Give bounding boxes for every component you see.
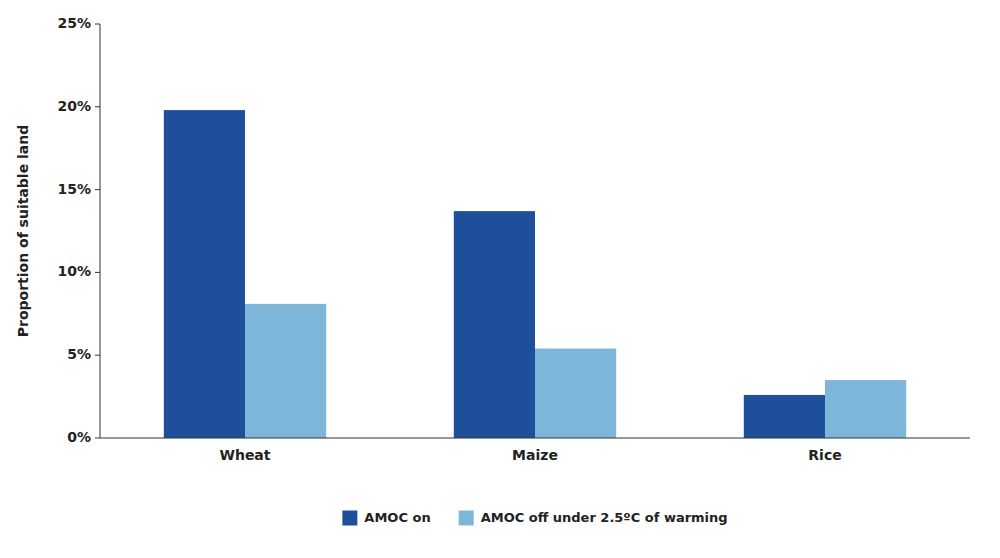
y-tick	[95, 438, 100, 439]
y-tick-label: 15%	[57, 181, 91, 197]
legend-swatch	[459, 511, 474, 526]
x-tick-label: Wheat	[219, 447, 270, 463]
chart-svg: 0% 5% 10% 15% 20% 25% Wheat Maize Rice Proportion…	[0, 0, 1000, 558]
x-tick-label: Maize	[512, 447, 558, 463]
bars	[164, 110, 906, 438]
y-tick	[95, 189, 100, 190]
y-tick-label: 0%	[67, 429, 91, 445]
y-tick	[95, 106, 100, 107]
x-tick-label: Rice	[808, 447, 841, 463]
bar	[825, 380, 906, 438]
bar	[744, 395, 825, 438]
y-tick-label: 25%	[57, 15, 91, 31]
bar	[535, 349, 616, 438]
y-axis-label: Proportion of suitable land	[15, 125, 31, 338]
bar	[164, 110, 245, 438]
bar	[245, 304, 326, 438]
y-tick	[95, 355, 100, 356]
legend-swatch	[342, 511, 357, 526]
legend-label: AMOC on	[364, 510, 430, 525]
legend-item: AMOC off under 2.5ºC of warming	[459, 510, 728, 526]
x-axis-line	[100, 438, 970, 439]
y-axis-line	[100, 24, 101, 438]
y-tick-label: 10%	[57, 263, 91, 279]
legend-item: AMOC on	[342, 510, 430, 526]
y-tick	[95, 24, 100, 25]
y-tick-label: 20%	[57, 98, 91, 114]
bar	[454, 211, 535, 438]
legend: AMOC on AMOC off under 2.5ºC of warming	[342, 510, 727, 526]
legend-label: AMOC off under 2.5ºC of warming	[481, 510, 728, 525]
chart-container: 0% 5% 10% 15% 20% 25% Wheat Maize Rice Proportion…	[0, 0, 1000, 558]
y-tick-label: 5%	[67, 346, 91, 362]
y-tick	[95, 272, 100, 273]
